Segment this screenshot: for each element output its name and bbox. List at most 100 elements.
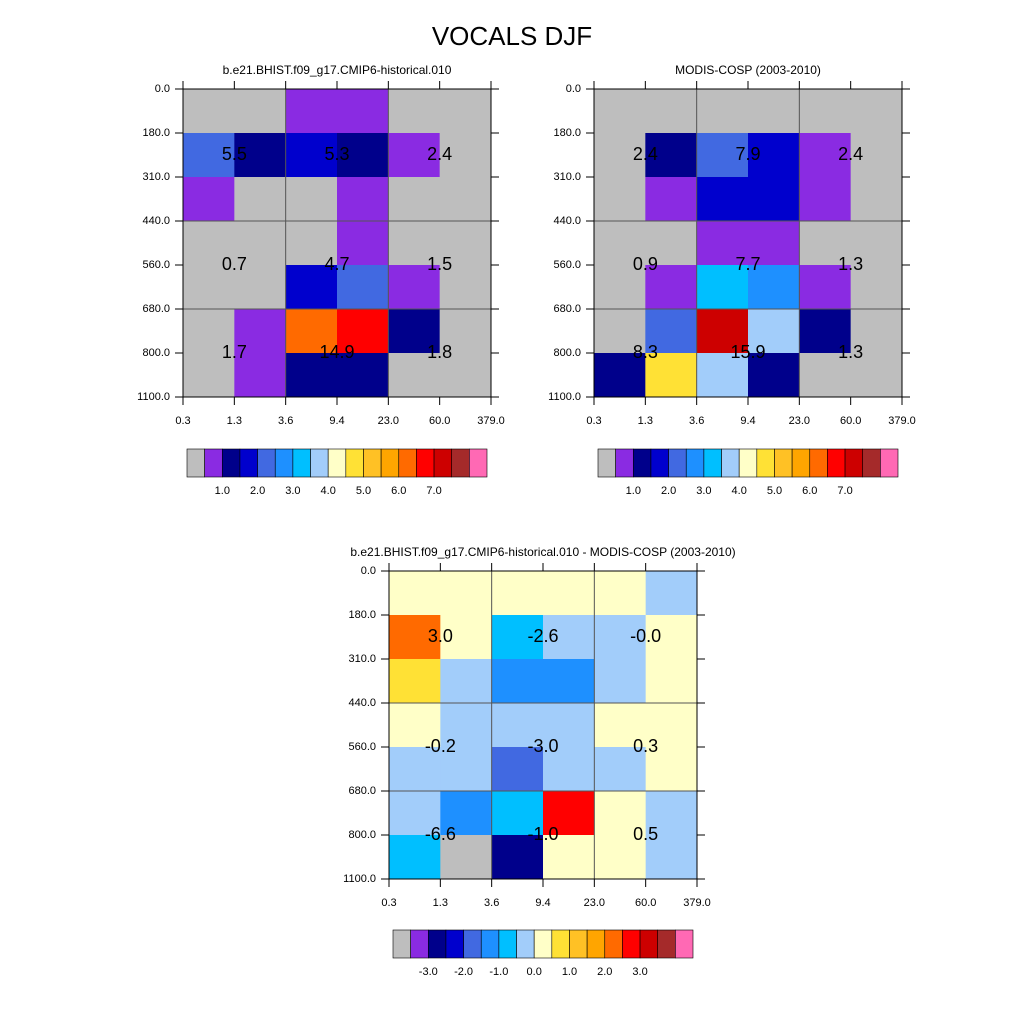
heatmap-cell	[543, 571, 595, 616]
heatmap-cell	[388, 265, 441, 310]
cell-annotation: 7.9	[735, 144, 760, 164]
cell-annotation: -0.2	[425, 736, 456, 756]
heatmap-cell	[388, 133, 441, 178]
heatmap-cell	[645, 835, 698, 880]
heatmap-cell	[850, 265, 903, 310]
x-tick-label: 3.6	[484, 897, 499, 909]
cell-annotation: -6.6	[425, 824, 456, 844]
heatmap-cell	[594, 791, 647, 836]
heatmap-cell	[799, 133, 852, 178]
heatmap-cell	[440, 571, 493, 616]
heatmap-cell	[337, 221, 389, 266]
heatmap-cell	[799, 177, 852, 222]
heatmap-cell	[645, 615, 698, 660]
y-tick-label: 800.0	[553, 347, 581, 359]
heatmap-cell	[594, 177, 646, 222]
colorbar-box	[586, 929, 606, 959]
colorbar-label: 3.0	[696, 485, 711, 497]
colorbar-box	[533, 929, 553, 959]
colorbar-box	[569, 929, 588, 959]
heatmap-cell	[491, 703, 544, 748]
x-tick-label: 0.3	[175, 415, 190, 427]
heatmap-cell	[645, 177, 698, 222]
heatmap-cell	[389, 571, 441, 616]
x-tick-label: 3.6	[689, 415, 704, 427]
heatmap-cell	[440, 791, 493, 836]
heatmap-cell	[440, 835, 493, 880]
cell-annotation: 2.4	[838, 144, 863, 164]
heatmap-cell	[285, 133, 338, 178]
y-tick-label: 440.0	[348, 697, 376, 709]
heatmap-cell	[748, 309, 800, 354]
heatmap-cell	[748, 265, 800, 310]
colorbar-label: 3.0	[632, 966, 647, 978]
x-tick-label: 3.6	[278, 415, 293, 427]
colorbar-box	[844, 448, 864, 478]
colorbar-box	[292, 448, 311, 478]
heatmap-cell	[183, 353, 235, 398]
cell-annotation: 1.7	[222, 342, 247, 362]
heatmap-cell	[389, 615, 441, 660]
colorbar-box	[257, 448, 276, 478]
heatmap-cell	[594, 353, 646, 398]
colorbar-box	[880, 448, 899, 478]
colorbar-box	[310, 448, 329, 478]
heatmap-cell	[389, 703, 441, 748]
heatmap-cell	[594, 309, 646, 354]
heatmap-cell	[388, 221, 441, 266]
heatmap-cell	[234, 309, 287, 354]
colorbar-box	[756, 448, 775, 478]
heatmap-cell	[543, 703, 595, 748]
colorbar-box	[469, 448, 488, 478]
colorbar-box	[703, 448, 722, 478]
colorbar-label: -2.0	[454, 966, 473, 978]
colorbar-box	[427, 929, 447, 959]
colorbar-box	[363, 448, 382, 478]
heatmap-cell	[645, 791, 698, 836]
x-tick-label: 9.4	[329, 415, 344, 427]
x-tick-label: 9.4	[535, 897, 550, 909]
colorbar-box	[416, 448, 435, 478]
colorbar-box	[675, 929, 694, 959]
heatmap-cell	[594, 615, 647, 660]
colorbar-label: 7.0	[426, 485, 441, 497]
heatmap-cell	[234, 353, 287, 398]
x-tick-label: 23.0	[584, 897, 605, 909]
panel-title: b.e21.BHIST.f09_g17.CMIP6-historical.010…	[350, 545, 735, 559]
heatmap-cell	[337, 353, 389, 398]
heatmap-cell	[645, 221, 698, 266]
cell-annotation: -1.0	[527, 824, 558, 844]
colorbar-box	[604, 929, 623, 959]
x-tick-label: 1.3	[433, 897, 448, 909]
heatmap-cell	[748, 221, 800, 266]
x-tick-label: 1.3	[638, 415, 653, 427]
heatmap-cell	[696, 353, 749, 398]
cell-annotation: 0.7	[222, 254, 247, 274]
heatmap-cell	[543, 791, 595, 836]
heatmap-cell	[696, 309, 749, 354]
colorbar-label: 4.0	[732, 485, 747, 497]
heatmap-cell	[234, 133, 287, 178]
heatmap-cell	[440, 659, 493, 704]
heatmap-cell	[799, 89, 852, 134]
heatmap-cell	[850, 89, 903, 134]
y-tick-label: 180.0	[348, 609, 376, 621]
heatmap-cell	[491, 835, 544, 880]
colorbar-label: 7.0	[837, 485, 852, 497]
heatmap-cell	[543, 747, 595, 792]
heatmap-cell	[389, 835, 441, 880]
heatmap-cell	[645, 309, 698, 354]
heatmap-cell	[543, 615, 595, 660]
figure-title: VOCALS DJF	[432, 21, 592, 51]
heatmap-cell	[850, 353, 903, 398]
cell-annotation: 8.3	[633, 342, 658, 362]
heatmap-cell	[234, 89, 287, 134]
colorbar-box	[345, 448, 364, 478]
heatmap-cell	[594, 703, 647, 748]
heatmap-cell	[491, 571, 544, 616]
x-tick-label: 60.0	[429, 415, 450, 427]
cell-annotation: 0.3	[633, 736, 658, 756]
colorbar-box	[498, 929, 517, 959]
colorbar-box	[221, 448, 241, 478]
x-tick-label: 379.0	[477, 415, 505, 427]
